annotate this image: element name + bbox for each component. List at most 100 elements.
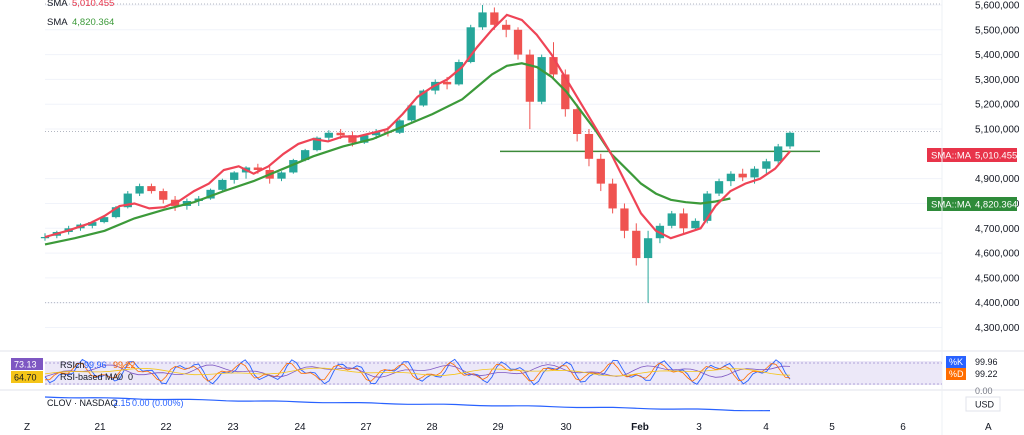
rsi-label: RSI-based MA bbox=[60, 372, 119, 382]
sma-series bbox=[44, 13, 791, 246]
candle-body bbox=[490, 12, 499, 25]
y-tick-label: 4,300,000 bbox=[975, 323, 1020, 334]
rsi-ma-line bbox=[44, 367, 791, 377]
sma-slow-line[interactable] bbox=[44, 62, 731, 246]
zero-value-2: 0 bbox=[128, 372, 133, 382]
d-axis-value: 99.22 bbox=[975, 369, 998, 379]
x-tick-label: 27 bbox=[360, 422, 372, 433]
price-grid bbox=[45, 4, 942, 329]
y-tick-label: 4,500,000 bbox=[975, 273, 1020, 284]
clov-label: CLOV · NASDAQ bbox=[47, 398, 118, 408]
currency-button[interactable] bbox=[965, 396, 1001, 412]
candle-body bbox=[703, 193, 712, 221]
candle-body bbox=[135, 186, 144, 194]
corner-left-icon: Z bbox=[24, 422, 30, 433]
candle-body bbox=[549, 57, 558, 75]
candle-body bbox=[774, 146, 783, 162]
candle-body bbox=[159, 191, 168, 200]
y-tick-label: 5,300,000 bbox=[975, 75, 1020, 86]
candle-body bbox=[513, 29, 523, 55]
time-axis[interactable]: 21 22 23 24 27 28 29 30 Feb 3 4 5 6 bbox=[94, 422, 906, 433]
candle-body bbox=[419, 90, 428, 106]
candle-body bbox=[643, 238, 653, 259]
sma-fast-line[interactable] bbox=[44, 13, 791, 240]
stoch-label: RSIch bbox=[60, 360, 85, 370]
candle-series[interactable] bbox=[40, 4, 795, 303]
candle-body bbox=[442, 81, 452, 85]
candle-body bbox=[395, 120, 404, 133]
candle-body bbox=[454, 62, 464, 85]
candle-body bbox=[584, 134, 594, 159]
sma2-label: SMA bbox=[47, 17, 68, 28]
candle-body bbox=[277, 172, 286, 179]
stoch-left-value-2: 64.70 bbox=[14, 373, 37, 383]
k-axis-label: %K bbox=[949, 357, 963, 367]
x-tick-label: Feb bbox=[631, 422, 649, 433]
stoch-d-legend: 99.22 bbox=[113, 360, 136, 370]
candle-body bbox=[312, 137, 322, 151]
candle-body bbox=[632, 230, 641, 259]
x-tick-label: 22 bbox=[160, 422, 172, 433]
stoch-pane[interactable]: 73.13 64.70 RSIch 99.96 99.22 RSI-based … bbox=[11, 356, 998, 396]
candle-body bbox=[573, 109, 582, 134]
candle-body bbox=[324, 132, 333, 138]
candle-body bbox=[336, 132, 345, 136]
currency-label: USD bbox=[975, 400, 995, 410]
candle-body bbox=[289, 160, 298, 173]
sma-slow-tag: SMA::MA 4,820.364 bbox=[927, 197, 1017, 211]
candle-body bbox=[466, 27, 475, 63]
clov-value: 2.15 bbox=[113, 398, 131, 408]
x-tick-label: 5 bbox=[829, 422, 835, 433]
k-axis-value: 99.96 bbox=[975, 357, 998, 367]
stoch-k-legend: 99.96 bbox=[84, 360, 107, 370]
clov-change: 0.00 bbox=[132, 398, 150, 408]
clov-line bbox=[44, 396, 771, 412]
y-tick-label: 4,600,000 bbox=[975, 249, 1020, 260]
y-tick-label: 5,400,000 bbox=[975, 50, 1020, 61]
price-axis[interactable]: 5,600,000 5,500,000 5,400,000 5,300,000 5,20… bbox=[975, 0, 1020, 334]
candle-body bbox=[99, 217, 109, 223]
candle-body bbox=[691, 220, 700, 229]
candle-body bbox=[679, 213, 688, 229]
candle-body bbox=[537, 57, 546, 102]
clov-pane[interactable]: CLOV · NASDAQ 2.15 0.00 (0.00%) USD bbox=[44, 396, 1001, 412]
candle-body bbox=[218, 179, 227, 190]
y-tick-label: 5,500,000 bbox=[975, 25, 1020, 36]
candle-body bbox=[620, 208, 629, 231]
x-tick-label: 3 bbox=[696, 422, 702, 433]
sma1-label: SMA bbox=[47, 0, 68, 9]
stoch-k-line bbox=[44, 358, 791, 386]
sma-fast-tag-label: SMA::MA bbox=[931, 151, 972, 162]
k-axis-tag bbox=[946, 356, 966, 368]
candle-body bbox=[608, 183, 617, 209]
stoch-left-value-1: 73.13 bbox=[14, 360, 37, 370]
candle-body bbox=[348, 135, 357, 143]
candle-body bbox=[371, 131, 381, 136]
candle-body bbox=[726, 173, 736, 182]
candle-body bbox=[750, 168, 759, 178]
x-tick-label: 24 bbox=[294, 422, 306, 433]
rsi-line bbox=[44, 364, 791, 378]
zero-value-1: 0 bbox=[118, 372, 123, 382]
corner-right-icon: A bbox=[985, 422, 992, 433]
x-tick-label: 4 bbox=[763, 422, 769, 433]
candle-body bbox=[667, 213, 676, 226]
sma-fast-tag-value: 5,010.455 bbox=[975, 151, 1017, 162]
candle-body bbox=[502, 24, 511, 30]
candle-body bbox=[360, 135, 369, 143]
stoch-left-tag-2 bbox=[11, 371, 43, 383]
x-tick-label: 6 bbox=[900, 422, 906, 433]
candle-body bbox=[301, 150, 310, 161]
x-tick-label: 28 bbox=[426, 422, 438, 433]
sma-slow-tag-value: 4,820.364 bbox=[975, 200, 1017, 211]
candle-body bbox=[147, 186, 156, 192]
candle-body bbox=[123, 193, 132, 208]
y-tick-label: 5,200,000 bbox=[975, 100, 1020, 111]
candle-body bbox=[738, 173, 747, 178]
candle-body bbox=[253, 167, 262, 170]
candle-body bbox=[40, 236, 50, 239]
candle-body bbox=[525, 54, 534, 102]
price-levels bbox=[45, 3, 942, 304]
clov-pct: (0.00%) bbox=[152, 398, 184, 408]
